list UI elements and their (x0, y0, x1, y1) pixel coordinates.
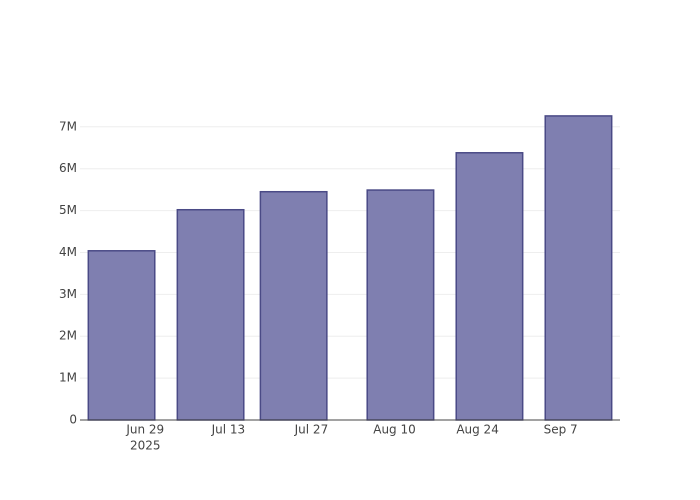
bar (259, 190, 328, 421)
y-tick-label: 0 (69, 413, 77, 427)
y-tick-label: 6M (59, 161, 77, 175)
y-tick-label: 4M (59, 245, 77, 259)
x-tick-label: Jun 29 (125, 423, 164, 437)
bar (87, 250, 156, 421)
x-tick-label: Aug 10 (373, 423, 416, 437)
x-year-label: 2025 (130, 439, 161, 453)
x-tick-label: Jul 13 (211, 423, 246, 437)
y-tick-label: 5M (59, 203, 77, 217)
bar (455, 152, 524, 421)
y-tick-label: 7M (59, 119, 77, 133)
y-tick-label: 1M (59, 371, 77, 385)
bar (544, 115, 613, 421)
y-tick-label: 3M (59, 287, 77, 301)
bar (366, 189, 435, 421)
x-tick-label: Jul 27 (294, 423, 329, 437)
bar (176, 208, 245, 421)
x-tick-label: Sep 7 (544, 423, 578, 437)
y-tick-label: 2M (59, 329, 77, 343)
x-tick-label: Aug 24 (456, 423, 499, 437)
